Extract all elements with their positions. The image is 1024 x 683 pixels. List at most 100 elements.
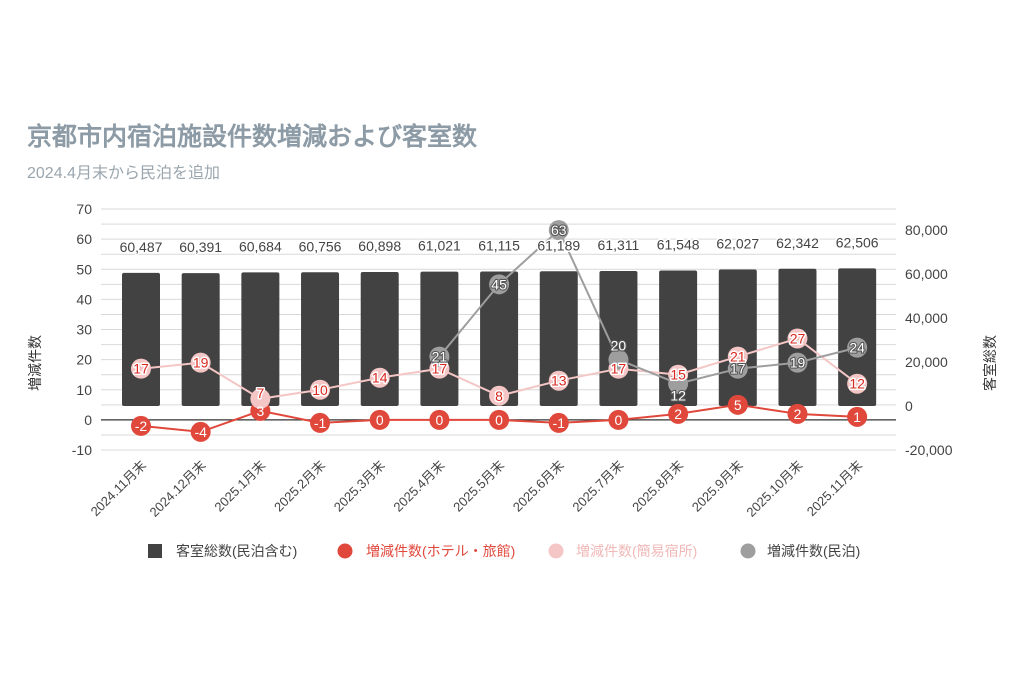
point-label-hotel: -1 bbox=[553, 415, 566, 431]
point-label-simple-lodging: 17 bbox=[133, 361, 149, 377]
x-tick-label: 2025.10月末 bbox=[743, 458, 805, 520]
bar-label: 61,115 bbox=[478, 237, 520, 253]
bar bbox=[420, 271, 459, 406]
y-tick-label: 40 bbox=[76, 291, 92, 307]
legend-label: 客室総数(民泊含む) bbox=[176, 543, 297, 559]
legend-square-icon bbox=[148, 544, 162, 558]
y-tick-label: 60 bbox=[76, 231, 92, 247]
marker-hotel bbox=[190, 421, 211, 442]
point-label-minpaku: 17 bbox=[730, 361, 746, 377]
bar bbox=[122, 272, 160, 406]
bar-label: 60,391 bbox=[179, 239, 222, 255]
marker-simple-lodging bbox=[787, 328, 808, 349]
point-label-minpaku: 24 bbox=[849, 340, 865, 356]
x-tick-label: 2025.2月末 bbox=[271, 458, 328, 515]
legend-label: 増減件数(民泊) bbox=[767, 543, 860, 559]
y-right-tick-label: 60,000 bbox=[905, 266, 948, 282]
point-label-simple-lodging: 14 bbox=[372, 370, 388, 386]
bar-series bbox=[122, 268, 877, 406]
y-tick-label: 70 bbox=[76, 201, 92, 217]
x-tick-label: 2025.5月末 bbox=[450, 458, 507, 515]
point-label-minpaku: 45 bbox=[491, 276, 507, 292]
marker-hotel bbox=[787, 403, 808, 424]
point-label-hotel: -2 bbox=[135, 418, 148, 434]
y-tick-label: 50 bbox=[76, 261, 92, 277]
x-tick-label: 2024.11月末 bbox=[88, 458, 150, 520]
point-label-simple-lodging: 10 bbox=[312, 382, 328, 398]
x-tick-label: 2025.6月末 bbox=[510, 458, 567, 515]
bar-label: 62,506 bbox=[836, 234, 879, 250]
point-label-simple-lodging: 27 bbox=[790, 331, 806, 347]
point-label-simple-lodging: 12 bbox=[849, 376, 865, 392]
x-tick-label: 2025.1月末 bbox=[211, 458, 268, 515]
marker-minpaku bbox=[489, 274, 510, 295]
bar bbox=[539, 271, 578, 406]
legend-circle-icon bbox=[337, 543, 353, 559]
legend-item-hotel: 増減件数(ホテル・旅館) bbox=[337, 543, 515, 559]
marker-simple-lodging bbox=[548, 370, 569, 391]
y-axis-left-title: 増減件数 bbox=[27, 335, 43, 391]
point-label-minpaku: 19 bbox=[790, 355, 806, 371]
y-right-tick-label: -20,000 bbox=[905, 442, 953, 458]
x-tick-label: 2025.9月末 bbox=[689, 458, 746, 515]
y-right-tick-label: 20,000 bbox=[905, 354, 948, 370]
marker-simple-lodging bbox=[310, 379, 331, 400]
line-markers bbox=[131, 220, 868, 442]
chart-subtitle: 2024.4月末から民泊を追加 bbox=[27, 164, 220, 182]
marker-hotel bbox=[847, 406, 868, 427]
bar bbox=[838, 268, 877, 406]
legend-circle-icon bbox=[740, 543, 756, 559]
legend-circle-icon bbox=[548, 543, 564, 559]
bar bbox=[599, 271, 638, 406]
marker-minpaku bbox=[548, 220, 569, 241]
x-tick-label: 2025.4月末 bbox=[390, 458, 447, 515]
point-label-minpaku: 63 bbox=[551, 222, 567, 238]
point-label-hotel: 0 bbox=[436, 412, 444, 428]
point-label-hotel: -4 bbox=[194, 424, 207, 440]
bar-label: 61,189 bbox=[537, 237, 580, 253]
point-label-hotel: 5 bbox=[734, 397, 742, 413]
bar bbox=[480, 271, 519, 406]
marker-hotel bbox=[608, 409, 629, 430]
legend-label: 増減件数(簡易宿所) bbox=[576, 543, 697, 559]
marker-minpaku bbox=[727, 358, 748, 379]
point-label-simple-lodging: 17 bbox=[611, 361, 627, 377]
x-tick-label: 2025.8月末 bbox=[629, 458, 686, 515]
legend-item-minpaku: 増減件数(民泊) bbox=[740, 543, 860, 559]
marker-simple-lodging bbox=[369, 367, 390, 388]
point-label-simple-lodging: 17 bbox=[432, 361, 448, 377]
marker-hotel bbox=[131, 415, 151, 436]
marker-simple-lodging bbox=[190, 352, 211, 373]
point-label-simple-lodging: 8 bbox=[495, 388, 503, 404]
data-labels: 60,487 60,391 60,684 60,756 60,898 61,021 61,1… bbox=[118, 221, 880, 440]
point-label-hotel: 0 bbox=[615, 412, 623, 428]
point-label-hotel: 0 bbox=[376, 412, 384, 428]
bar-label: 60,898 bbox=[358, 238, 401, 254]
legend-item-rooms: 客室総数(民泊含む) bbox=[148, 543, 297, 559]
point-label-minpaku: 12 bbox=[670, 388, 686, 404]
marker-hotel bbox=[668, 403, 689, 424]
marker-simple-lodging bbox=[131, 358, 151, 379]
marker-minpaku bbox=[608, 349, 629, 370]
y-right-tick-label: 40,000 bbox=[905, 310, 948, 326]
marker-simple-lodging bbox=[847, 373, 868, 394]
x-tick-label: 2025.7月末 bbox=[569, 458, 626, 515]
bar bbox=[181, 273, 220, 406]
point-label-hotel: 0 bbox=[495, 412, 503, 428]
point-label-simple-lodging: 21 bbox=[730, 349, 746, 365]
point-label-hotel: -1 bbox=[314, 415, 327, 431]
marker-minpaku bbox=[787, 352, 808, 373]
point-label-simple-lodging: 19 bbox=[193, 355, 209, 371]
x-tick-label: 2024.12月末 bbox=[147, 458, 209, 520]
marker-hotel bbox=[310, 412, 331, 433]
y-tick-label: 30 bbox=[76, 322, 92, 338]
bar-label: 60,684 bbox=[239, 238, 282, 254]
bar-label: 61,021 bbox=[418, 238, 461, 254]
point-label-hotel: 1 bbox=[853, 409, 861, 425]
x-tick-label: 2025.3月末 bbox=[331, 458, 388, 515]
point-label-minpaku: 20 bbox=[611, 338, 627, 354]
bar-label: 61,311 bbox=[598, 237, 640, 253]
bar bbox=[241, 272, 280, 406]
marker-hotel bbox=[548, 412, 569, 433]
